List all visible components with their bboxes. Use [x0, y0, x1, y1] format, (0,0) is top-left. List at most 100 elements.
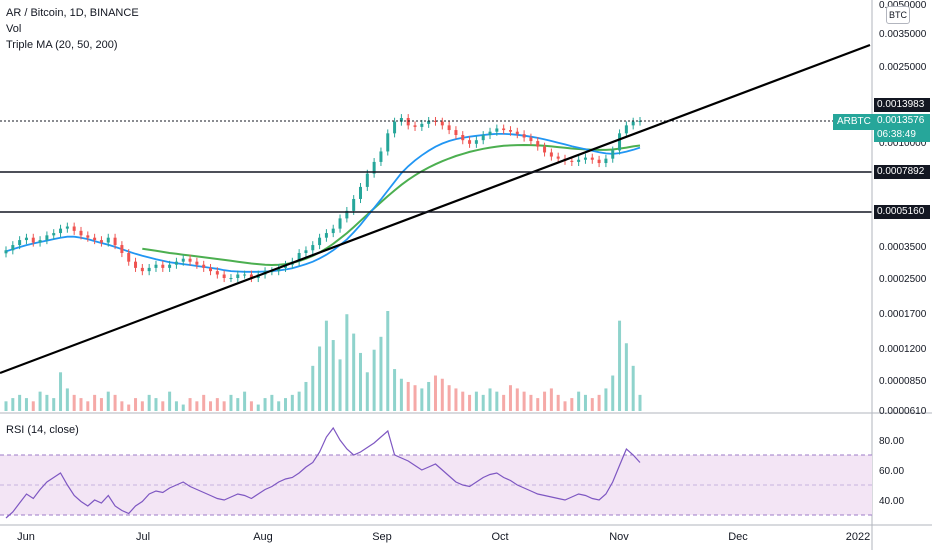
volume-bar	[99, 398, 103, 411]
candle-body	[243, 274, 247, 276]
candle-body	[379, 151, 383, 162]
candle-body	[624, 125, 628, 134]
rsi-legend[interactable]: RSI (14, close)	[6, 424, 79, 436]
candle-body	[488, 131, 492, 135]
price-tick-label: 0.0010000	[879, 138, 927, 149]
volume-bar	[243, 391, 247, 411]
candle-body	[440, 121, 444, 126]
trendline[interactable]	[0, 43, 871, 375]
candle-body	[570, 160, 574, 162]
volume-bar	[447, 385, 451, 411]
candle-body	[427, 120, 431, 124]
volume-bar	[168, 391, 172, 411]
candle-body	[508, 130, 512, 132]
time-axis-label: Oct	[491, 531, 508, 543]
candle-body	[65, 226, 69, 229]
candle-body	[461, 134, 465, 141]
candle-body	[134, 261, 138, 268]
volume-bar	[277, 401, 281, 411]
volume-bar	[209, 401, 213, 411]
candle-body	[181, 258, 185, 262]
time-axis-label: Sep	[372, 531, 392, 543]
volume-bar	[597, 394, 601, 411]
candle-body	[59, 228, 63, 234]
volume-bar	[604, 388, 608, 411]
volume-bar	[413, 385, 417, 411]
candle-body	[481, 134, 485, 141]
currency-button[interactable]: BTC	[886, 6, 910, 24]
volume-bar	[195, 401, 199, 411]
candle-body	[277, 267, 281, 272]
candle-body	[222, 274, 226, 278]
price-tick-label: 0.0002500	[879, 274, 927, 285]
candle-body	[52, 233, 56, 236]
candle-body	[338, 218, 342, 229]
candle-body	[304, 250, 308, 254]
volume-bar	[399, 378, 403, 411]
volume-bar	[549, 388, 553, 411]
candle-body	[174, 261, 178, 265]
ma-legend[interactable]: Triple MA (20, 50, 200)	[6, 39, 118, 51]
volume-bar	[386, 311, 390, 411]
candle-body	[515, 131, 519, 135]
volume-bar	[529, 394, 533, 411]
candle-body	[297, 253, 301, 262]
volume-bar	[536, 398, 540, 411]
volume-bar	[31, 401, 35, 411]
candle-body	[38, 240, 42, 243]
symbol-title: AR / Bitcoin, 1D, BINANCE	[6, 7, 139, 19]
candle-body	[113, 237, 117, 246]
candle-body	[215, 271, 219, 275]
price-tick-label: 0.0001200	[879, 344, 927, 355]
volume-bar	[93, 394, 97, 411]
volume-bar	[481, 394, 485, 411]
volume-bar	[468, 394, 472, 411]
candle-body	[127, 253, 131, 262]
candle-body	[590, 157, 594, 160]
time-axis-label: Dec	[728, 531, 748, 543]
volume-bar	[120, 401, 124, 411]
rsi-tick-label: 80.00	[879, 436, 904, 447]
volume-bar	[127, 404, 131, 411]
candle-body	[352, 198, 356, 211]
volume-bar	[140, 401, 144, 411]
volume-bar	[618, 320, 622, 411]
volume-legend[interactable]: Vol	[6, 23, 22, 35]
candle-body	[311, 245, 315, 251]
candle-body	[324, 233, 328, 238]
volume-bar	[318, 346, 322, 411]
volume-bar	[570, 398, 574, 411]
volume-bar	[427, 381, 431, 411]
candle-body	[618, 133, 622, 151]
symbol-badge: ARBTC	[833, 114, 875, 130]
volume-bar	[161, 401, 165, 411]
candle-body	[447, 125, 451, 131]
volume-bar	[393, 369, 397, 411]
candle-body	[168, 264, 172, 268]
volume-bar	[65, 388, 69, 411]
candle-body	[549, 152, 553, 157]
candle-body	[249, 274, 253, 278]
price-tick-label: 0.0003500	[879, 242, 927, 253]
volume-bar	[174, 401, 178, 411]
time-axis-labels: Jun Jul Aug Sep Oct Nov Dec 2022	[17, 531, 870, 543]
volume-bar	[515, 388, 519, 411]
volume-bar	[311, 365, 315, 411]
candle-body	[604, 158, 608, 164]
candle-body	[420, 123, 424, 127]
volume-bar	[638, 394, 642, 411]
volume-bar	[263, 398, 267, 411]
volume-bar	[583, 394, 587, 411]
candle-body	[386, 133, 390, 152]
volume-bar	[365, 372, 369, 411]
candle-body	[202, 264, 206, 268]
volume-bar	[290, 394, 294, 411]
volume-bar	[147, 394, 151, 411]
candle-body	[147, 267, 151, 272]
volume-bar	[134, 398, 138, 411]
candle-body	[406, 118, 410, 126]
volume-bar	[406, 381, 410, 411]
candle-body	[543, 146, 547, 153]
candle-body	[474, 140, 478, 144]
